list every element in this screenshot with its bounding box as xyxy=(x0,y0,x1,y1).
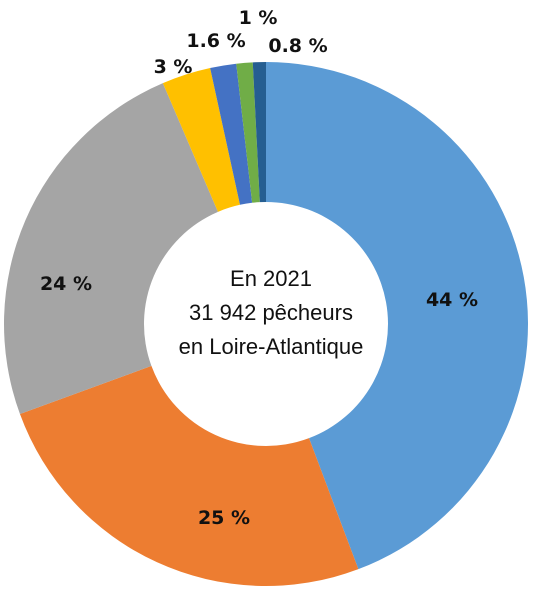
slice-label-2: 24 % xyxy=(40,273,92,295)
slice-0 xyxy=(266,62,528,570)
labels-layer: 44 % 25 % 24 % 3 % 1.6 %1 % 0.8 % xyxy=(40,7,478,529)
slice-label-0: 44 % xyxy=(426,289,478,311)
center-text-line-3: en Loire-Atlantique xyxy=(179,334,364,359)
slice-2 xyxy=(3,83,218,415)
slice-5 xyxy=(236,62,260,203)
slice-label-6: 0.8 % xyxy=(268,35,327,57)
slice-6 xyxy=(252,62,266,203)
slice-3 xyxy=(162,68,240,212)
slice-1 xyxy=(19,365,359,586)
slice-label-5: 1 % xyxy=(239,7,278,29)
center-text-group: En 2021 31 942 pêcheurs en Loire-Atlanti… xyxy=(179,266,364,359)
slice-label-4: 1.6 % xyxy=(186,30,245,52)
slice-label-3: 3 % xyxy=(154,56,193,78)
slice-4 xyxy=(210,63,253,205)
slice-label-1: 25 % xyxy=(198,507,250,529)
center-text-line-1: En 2021 xyxy=(230,266,312,291)
slices-layer xyxy=(3,62,528,586)
center-text-line-2: 31 942 pêcheurs xyxy=(189,300,353,325)
